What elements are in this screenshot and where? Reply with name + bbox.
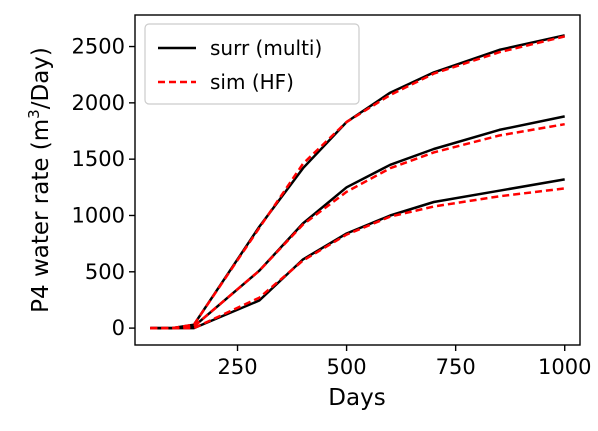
plot-frame	[134, 14, 581, 346]
y-axis-label-tail: /Day)	[28, 47, 54, 109]
y-tick-label: 500	[85, 260, 125, 284]
ticks-layer: 250 500 750 1000 0 500 1000 1500 2000 2500	[72, 35, 592, 379]
y-axis-label: P4 water rate (m3/Day)	[25, 47, 54, 313]
series-layer	[150, 34, 565, 330]
x-tick-label: 500	[327, 355, 367, 379]
y-tick-label: 1500	[72, 147, 125, 171]
x-tick-label: 1000	[538, 355, 591, 379]
y-axis-label-main: P4 water rate (m	[28, 119, 54, 313]
legend-box	[144, 23, 360, 105]
series-line-surr-multi-3	[150, 178, 565, 330]
x-axis-label: Days	[328, 385, 385, 411]
y-tick-label: 2500	[72, 35, 125, 59]
legend-label-surr: surr (multi)	[210, 36, 322, 60]
y-tick-label: 1000	[72, 203, 125, 227]
series-line-sim-hf-2	[150, 122, 565, 330]
y-tick-label: 2000	[72, 91, 125, 115]
series-line-sim-hf-3	[150, 187, 565, 330]
series-line-sim-hf-1	[150, 35, 565, 330]
y-axis-label-superscript: 3	[25, 109, 43, 119]
legend: surr (multi) sim (HF)	[144, 23, 360, 105]
x-tick-label: 750	[436, 355, 476, 379]
y-tick-label: 0	[112, 316, 125, 340]
x-tick-label: 250	[217, 355, 257, 379]
legend-label-sim: sim (HF)	[210, 70, 294, 94]
